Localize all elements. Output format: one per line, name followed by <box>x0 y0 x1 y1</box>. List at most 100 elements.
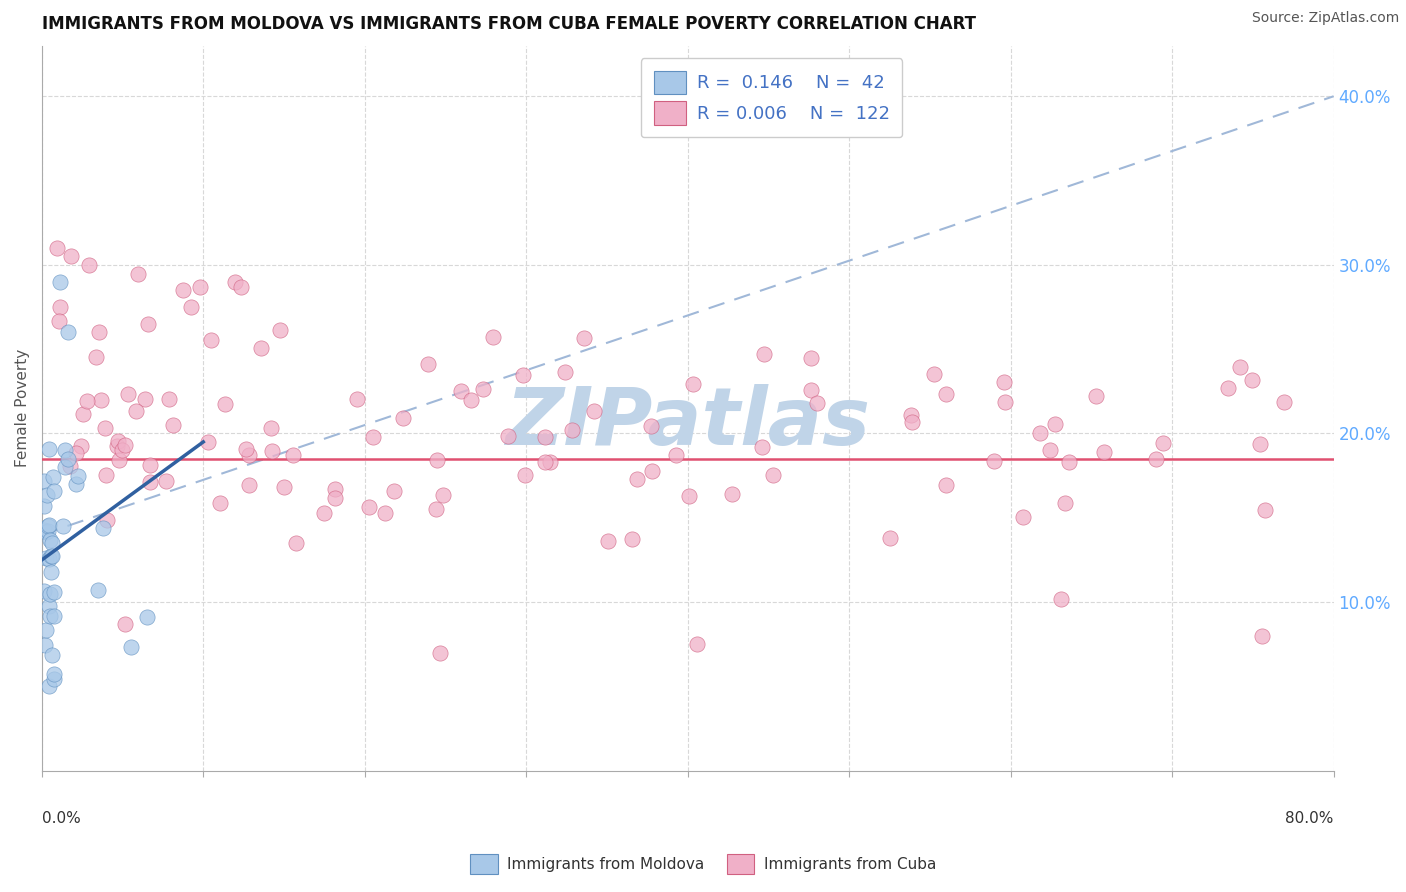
Point <box>1054 496 1077 510</box>
Point <box>983 454 1005 468</box>
Point <box>117 387 139 401</box>
Point <box>346 392 368 406</box>
Point <box>32 583 55 598</box>
Point <box>1144 451 1167 466</box>
Point <box>65 445 87 459</box>
Point <box>56 451 79 466</box>
Text: 0.0%: 0.0% <box>42 811 80 826</box>
Point <box>901 415 924 429</box>
Point <box>284 536 307 550</box>
Point <box>1216 381 1239 395</box>
Point <box>39 549 62 564</box>
Point <box>235 442 257 456</box>
Point <box>172 283 194 297</box>
Point <box>96 513 118 527</box>
Point <box>65 477 87 491</box>
Point <box>108 452 131 467</box>
Point <box>120 640 142 655</box>
Point <box>38 587 60 601</box>
Legend: R =  0.146    N =  42, R = 0.006    N =  122: R = 0.146 N = 42, R = 0.006 N = 122 <box>641 58 903 137</box>
Point <box>359 500 381 514</box>
Text: Source: ZipAtlas.com: Source: ZipAtlas.com <box>1251 11 1399 25</box>
Point <box>224 275 246 289</box>
Text: ZIPatlas: ZIPatlas <box>505 384 870 462</box>
Point <box>361 430 384 444</box>
Point <box>38 517 60 532</box>
Point <box>1092 444 1115 458</box>
Point <box>250 341 273 355</box>
Point <box>180 300 202 314</box>
Point <box>498 428 520 442</box>
Point <box>66 468 89 483</box>
Point <box>935 478 957 492</box>
Point <box>49 275 72 289</box>
Point <box>392 410 415 425</box>
Point <box>94 420 117 434</box>
Point <box>283 449 305 463</box>
Point <box>39 565 62 579</box>
Point <box>323 483 346 497</box>
Point <box>806 396 828 410</box>
Point <box>450 384 472 398</box>
Y-axis label: Female Poverty: Female Poverty <box>15 349 30 467</box>
Point <box>96 467 118 482</box>
Point <box>993 375 1015 389</box>
Point <box>139 475 162 489</box>
Point <box>512 368 534 382</box>
Point <box>626 472 648 486</box>
Point <box>1152 435 1174 450</box>
Point <box>472 382 495 396</box>
Point <box>32 523 55 537</box>
Point <box>46 241 69 255</box>
Point <box>127 268 149 282</box>
Point <box>135 610 157 624</box>
Point <box>1039 442 1062 457</box>
Point <box>59 249 82 263</box>
Point <box>38 679 60 693</box>
Point <box>114 438 136 452</box>
Point <box>1249 436 1271 450</box>
Point <box>800 351 823 365</box>
Point <box>111 443 134 458</box>
Point <box>922 367 945 381</box>
Point <box>39 608 62 623</box>
Text: 80.0%: 80.0% <box>1285 811 1334 826</box>
Point <box>574 331 596 345</box>
Point <box>70 439 93 453</box>
Point <box>49 300 72 314</box>
Point <box>620 533 643 547</box>
Point <box>425 501 447 516</box>
Point <box>1049 592 1071 607</box>
Point <box>534 455 557 469</box>
Point <box>41 549 63 563</box>
Point <box>53 460 76 475</box>
Point <box>32 499 55 513</box>
Point <box>269 322 291 336</box>
Legend: Immigrants from Moldova, Immigrants from Cuba: Immigrants from Moldova, Immigrants from… <box>464 848 942 880</box>
Point <box>37 524 59 538</box>
Point <box>38 552 60 566</box>
Point <box>994 394 1017 409</box>
Point <box>42 672 65 686</box>
Point <box>273 480 295 494</box>
Point <box>534 430 557 444</box>
Point <box>1085 389 1108 403</box>
Point <box>38 599 60 614</box>
Point <box>260 443 283 458</box>
Point <box>134 392 156 406</box>
Point <box>751 441 773 455</box>
Point <box>432 488 454 502</box>
Point <box>157 392 180 406</box>
Point <box>323 491 346 505</box>
Point <box>42 608 65 623</box>
Point <box>44 585 66 599</box>
Point <box>105 439 128 453</box>
Point <box>77 258 100 272</box>
Point <box>90 392 112 407</box>
Point <box>87 325 110 339</box>
Point <box>800 384 823 398</box>
Point <box>582 404 605 418</box>
Point <box>382 483 405 498</box>
Point <box>720 487 742 501</box>
Point <box>197 434 219 449</box>
